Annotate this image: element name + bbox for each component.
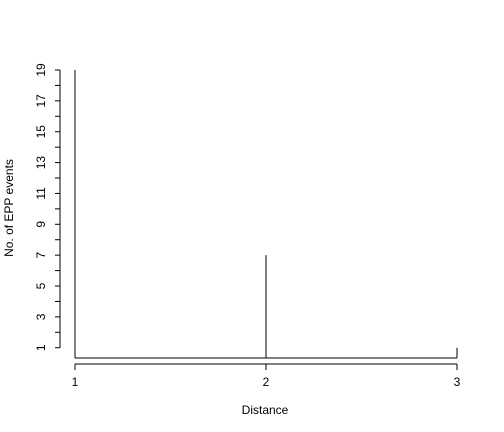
- spike-series: [74, 70, 458, 359]
- y-tick-label: 5: [34, 282, 48, 289]
- y-tick-label: 13: [34, 156, 48, 170]
- y-tick-label: 17: [34, 94, 48, 108]
- y-tick-label: 7: [34, 252, 48, 259]
- y-tick-label: 9: [34, 221, 48, 228]
- x-tick-label: 1: [72, 375, 79, 389]
- y-tick-label: 1: [34, 344, 48, 351]
- y-tick-label: 15: [34, 125, 48, 139]
- x-axis-title: Distance: [242, 403, 289, 417]
- x-axis: 1 2 3: [72, 363, 461, 389]
- y-axis-title: No. of EPP events: [2, 159, 16, 257]
- x-tick-label: 2: [263, 375, 270, 389]
- y-tick-label: 19: [34, 63, 48, 77]
- y-tick-label: 11: [34, 187, 48, 200]
- x-tick-label: 3: [454, 375, 461, 389]
- y-tick-label: 3: [34, 313, 48, 320]
